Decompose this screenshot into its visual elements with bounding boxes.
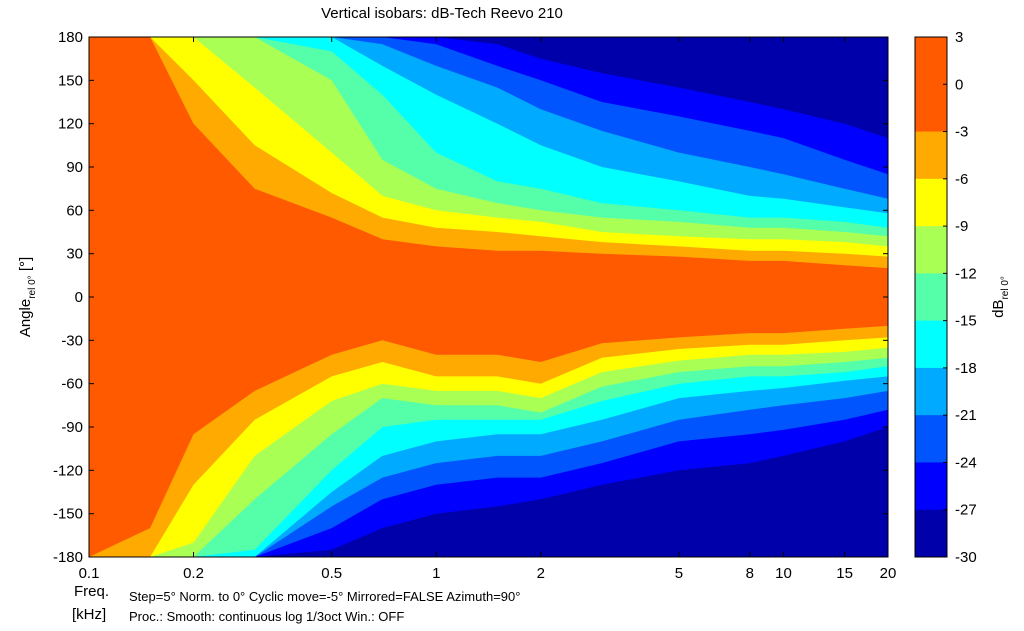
plot-area (89, 37, 888, 557)
isobar-region-3 (89, 37, 888, 557)
colorbar-tick-label: -3 (955, 124, 968, 141)
colorbar-band (915, 415, 947, 463)
colorbar-tick-label: -24 (955, 454, 977, 471)
colorbar-band (915, 462, 947, 511)
colorbar-tick-label: -30 (955, 549, 977, 566)
y-axis-label: Anglerel 0° [°] (17, 257, 38, 337)
colorbar-band (915, 320, 947, 369)
colorbar-band (915, 273, 947, 322)
chart-title: Vertical isobars: dB-Tech Reevo 210 (321, 5, 563, 22)
x-tick-label: 0.2 (183, 565, 204, 582)
y-tick-label: -150 (53, 506, 83, 523)
x-tick-label: 0.5 (321, 565, 342, 582)
colorbar-tick-label: -6 (955, 171, 968, 188)
colorbar-tick-label: -12 (955, 265, 977, 282)
footer-settings: Step=5° Norm. to 0° Cyclic move=-5° Mirr… (129, 589, 521, 604)
footer-processing: Proc.: Smooth: continuous log 1/3oct Win… (129, 609, 405, 624)
colorbar-band (915, 367, 947, 416)
y-axis-label-sub: rel 0° (27, 275, 38, 298)
colorbar (915, 37, 947, 558)
x-tick-label: 8 (746, 565, 754, 582)
x-tick-label: 5 (675, 565, 683, 582)
x-tick-label: 15 (836, 565, 853, 582)
colorbar-tick-label: -27 (955, 502, 977, 519)
colorbar-tick-label: 0 (955, 76, 963, 93)
x-axis-unit: [kHz] (72, 606, 107, 623)
colorbar-band (915, 131, 947, 180)
y-tick-label: -120 (53, 462, 83, 479)
colorbar-band (915, 84, 947, 133)
y-tick-label: 90 (66, 159, 83, 176)
x-axis-label: Freq. (74, 583, 110, 600)
y-tick-label: -90 (61, 419, 83, 436)
y-tick-label: -30 (61, 332, 83, 349)
colorbar-label-main: dB (990, 300, 1007, 318)
colorbar-band (915, 178, 947, 227)
x-tick-label: 0.1 (79, 565, 100, 582)
y-tick-label: 120 (58, 116, 83, 133)
y-tick-label: 0 (75, 289, 83, 306)
colorbar-tick-label: -15 (955, 313, 977, 330)
y-axis-label-main: Angle (17, 299, 34, 337)
colorbar-frame (914, 36, 948, 558)
y-tick-label: 150 (58, 72, 83, 89)
x-tick-label: 10 (775, 565, 792, 582)
y-tick-label: 180 (58, 29, 83, 46)
y-tick-label: -60 (61, 376, 83, 393)
colorbar-ticks: 3 0 -3 -6 -9 -12 -15 -18 -21 -24 -27 -30 (943, 29, 977, 566)
colorbar-band (915, 509, 947, 558)
colorbar-band (915, 226, 947, 274)
x-tick-label: 1 (432, 565, 440, 582)
x-tick-label: 2 (537, 565, 545, 582)
colorbar-tick-label: 3 (955, 29, 963, 46)
colorbar-label-sub: rel 0° (1000, 276, 1011, 299)
x-tick-label: 20 (880, 565, 897, 582)
colorbar-tick-label: -18 (955, 360, 977, 377)
y-axis-ticks: 180 150 120 90 60 30 0 -30 -60 -90 -120 -150 -180 (53, 29, 888, 566)
y-tick-label: 30 (66, 246, 83, 263)
colorbar-band (915, 37, 947, 85)
colorbar-tick-label: -21 (955, 407, 977, 424)
colorbar-label: dBrel 0° (990, 276, 1011, 318)
colorbar-tick-label: -9 (955, 218, 968, 235)
y-tick-label: 60 (66, 202, 83, 219)
x-axis-ticks: 0.1 0.2 0.5 1 2 5 8 10 15 20 (79, 37, 897, 582)
y-tick-label: -180 (53, 549, 83, 566)
y-axis-label-unit: [°] (17, 257, 34, 276)
